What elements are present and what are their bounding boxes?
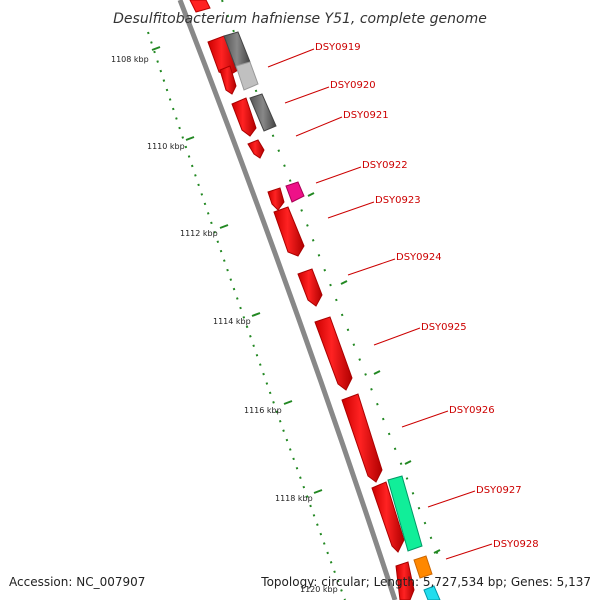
gene-label[interactable]: DSY0927 bbox=[476, 485, 522, 496]
gene-arrow-forward[interactable] bbox=[314, 316, 353, 391]
accession-value: NC_007907 bbox=[76, 575, 146, 589]
gene-arrow-forward[interactable] bbox=[267, 187, 285, 211]
genome-stats: Topology: circular; Length: 5,727,534 bp… bbox=[261, 575, 591, 589]
gene-arrow-forward[interactable] bbox=[371, 481, 405, 553]
gene-arrow-other[interactable] bbox=[387, 475, 423, 552]
track-ticks-right bbox=[307, 192, 441, 554]
tick-mark bbox=[251, 312, 261, 317]
gene-arrows bbox=[189, 0, 441, 600]
gene-arrow-other[interactable] bbox=[285, 181, 305, 203]
gene-label[interactable]: DSY0921 bbox=[343, 110, 389, 121]
genome-backbone bbox=[177, 0, 398, 600]
gene-arrow-forward[interactable] bbox=[395, 561, 415, 600]
accession-info: Accession: NC_007907 bbox=[9, 575, 145, 589]
gene-arrow-reverse[interactable] bbox=[249, 93, 277, 132]
gene-label[interactable]: DSY0922 bbox=[362, 160, 408, 171]
tick-mark bbox=[151, 46, 161, 51]
length-value: 5,727,534 bp; bbox=[422, 575, 508, 589]
gene-label[interactable]: DSY0919 bbox=[315, 42, 361, 53]
length-label: Length: bbox=[373, 575, 420, 589]
gene-arrow-other[interactable] bbox=[423, 585, 441, 600]
gene-arrow-forward[interactable] bbox=[273, 206, 305, 257]
gene-arrow-other[interactable] bbox=[413, 555, 433, 579]
tick-mark bbox=[185, 136, 195, 141]
gene-arrow-forward[interactable] bbox=[247, 139, 265, 159]
tick-mark bbox=[313, 489, 323, 494]
gene-labels: DSY0919 DSY0920 DSY0921 DSY0922 DSY0923 … bbox=[315, 42, 539, 550]
topology-label: Topology: bbox=[261, 575, 318, 589]
gene-label[interactable]: DSY0923 bbox=[375, 195, 421, 206]
gene-arrow-forward[interactable] bbox=[231, 97, 257, 137]
gene-label[interactable]: DSY0926 bbox=[449, 405, 495, 416]
tick-label: 1114 kbp bbox=[213, 317, 251, 326]
gene-track-dotted bbox=[221, 0, 441, 561]
tick-label: 1108 kbp bbox=[111, 55, 149, 64]
tick-label: 1112 kbp bbox=[180, 229, 218, 238]
gene-label-leaders bbox=[267, 48, 493, 560]
tick-label: 1118 kbp bbox=[275, 494, 313, 503]
accession-label: Accession: bbox=[9, 575, 73, 589]
tick-label: 1116 kbp bbox=[244, 406, 282, 415]
gene-label[interactable]: DSY0928 bbox=[493, 539, 539, 550]
genes-value: 5,137 bbox=[556, 575, 591, 589]
topology-value: circular; bbox=[321, 575, 370, 589]
tick-mark bbox=[219, 224, 229, 229]
gene-arrow-forward[interactable] bbox=[297, 268, 323, 307]
tick-label: 1110 kbp bbox=[147, 142, 185, 151]
gene-label[interactable]: DSY0920 bbox=[330, 80, 376, 91]
tick-mark bbox=[283, 400, 293, 405]
gene-arrow-forward[interactable] bbox=[189, 0, 211, 13]
gene-label[interactable]: DSY0924 bbox=[396, 252, 442, 263]
gene-arrow-forward[interactable] bbox=[219, 65, 237, 95]
gene-arrow-forward[interactable] bbox=[341, 393, 383, 483]
genes-label: Genes: bbox=[510, 575, 553, 589]
tick-label: 1120 kbp bbox=[300, 585, 338, 594]
map-title: Desulfitobacterium hafniense Y51, comple… bbox=[113, 11, 487, 27]
gene-label[interactable]: DSY0925 bbox=[421, 322, 467, 333]
gene-arrow-reverse[interactable] bbox=[235, 61, 259, 91]
tick-marks: 1108 kbp 1110 kbp 1112 kbp 1114 kbp 1116… bbox=[111, 46, 338, 594]
